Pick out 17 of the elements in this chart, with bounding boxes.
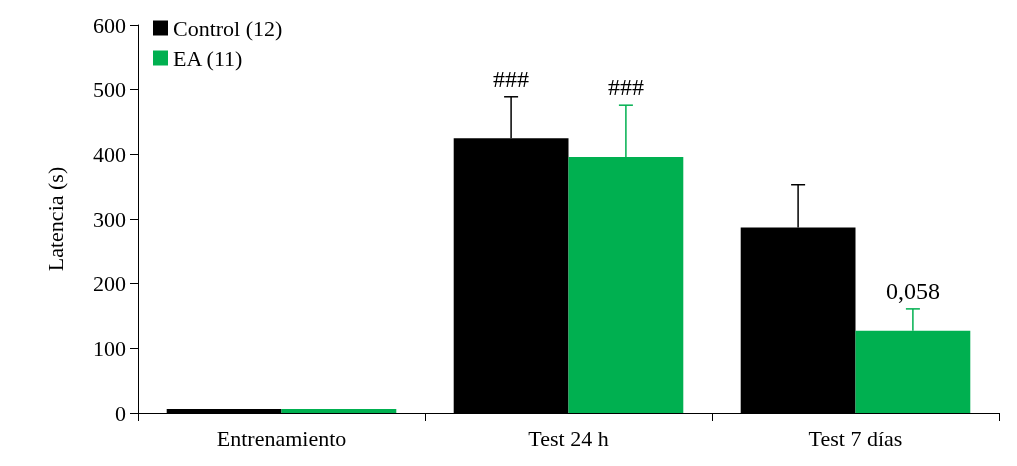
- y-tick-label: 0: [115, 400, 126, 426]
- y-tick-label: 300: [93, 206, 126, 232]
- annotation: ###: [493, 65, 530, 92]
- y-tick-label: 200: [93, 271, 126, 297]
- legend-label: Control (12): [173, 15, 283, 41]
- annotation: ###: [607, 74, 644, 101]
- y-tick-label: 100: [93, 335, 126, 361]
- y-axis-title: Latencia (s): [42, 166, 68, 272]
- bar: [281, 409, 397, 413]
- x-tick-label: Entrenamiento: [216, 425, 347, 451]
- y-tick-label: 600: [93, 12, 126, 38]
- x-tick-label: Test 7 días: [808, 425, 903, 451]
- annotation: 0,058: [885, 277, 940, 304]
- y-tick-label: 400: [93, 141, 126, 167]
- legend-label: EA (11): [173, 45, 243, 71]
- x-tick-label: Test 24 h: [528, 425, 609, 451]
- y-tick-label: 500: [93, 77, 126, 103]
